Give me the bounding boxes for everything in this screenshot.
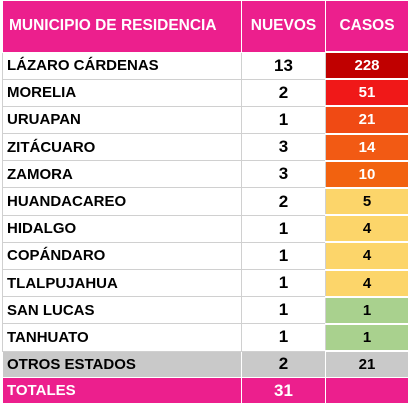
casos-cell: 51 (325, 78, 409, 108)
table-row: COPÁNDARO 1 4 (2, 241, 409, 271)
table-row: LÁZARO CÁRDENAS 13 228 (2, 50, 409, 81)
totales-casos-cell (325, 377, 409, 405)
totales-nuevos-cell: 31 (241, 377, 326, 405)
header-casos: CASOS (325, 0, 409, 53)
casos-cell: 228 (325, 50, 409, 81)
municipio-cell: URUAPAN (2, 106, 242, 135)
nuevos-cell: 3 (241, 133, 326, 162)
municipio-cell: HUANDACAREO (2, 187, 242, 216)
municipio-cell: SAN LUCAS (2, 296, 242, 325)
otros-nuevos-cell: 2 (241, 350, 326, 379)
table-body: LÁZARO CÁRDENAS 13 228 MORELIA 2 51 URUAPAN 1 21… (2, 50, 409, 405)
cases-by-municipality-table: MUNICIPIO DE RESIDENCIA NUEVOS CASOS LÁZ… (2, 0, 409, 405)
nuevos-cell: 2 (241, 79, 326, 107)
table-row: SAN LUCAS 1 1 (2, 295, 409, 325)
nuevos-cell: 1 (241, 242, 326, 271)
municipio-cell: HIDALGO (2, 215, 242, 243)
municipio-cell: MORELIA (2, 79, 242, 107)
nuevos-cell: 1 (241, 106, 326, 135)
nuevos-cell: 1 (241, 296, 326, 325)
table-row: HUANDACAREO 2 5 (2, 186, 409, 217)
nuevos-cell: 3 (241, 160, 326, 189)
nuevos-cell: 13 (241, 52, 326, 80)
nuevos-cell: 1 (241, 323, 326, 352)
casos-cell: 14 (325, 132, 409, 162)
municipio-cell: COPÁNDARO (2, 242, 242, 271)
totales-municipio-cell: TOTALES (2, 377, 242, 405)
nuevos-cell: 2 (241, 187, 326, 216)
otros-municipio-cell: OTROS ESTADOS (2, 350, 242, 379)
otros-casos-cell: 21 (325, 350, 409, 379)
table-row: URUAPAN 1 21 (2, 105, 409, 135)
casos-cell: 10 (325, 159, 409, 189)
municipio-cell: ZAMORA (2, 160, 242, 189)
table-row: ZITÁCUARO 3 14 (2, 132, 409, 162)
header-nuevos: NUEVOS (241, 0, 326, 53)
nuevos-cell: 1 (241, 269, 326, 298)
table-row: HIDALGO 1 4 (2, 214, 409, 244)
municipio-cell: TANHUATO (2, 323, 242, 352)
table-row: TLALPUJAHUA 1 4 (2, 268, 409, 298)
casos-cell: 4 (325, 214, 409, 244)
casos-cell: 1 (325, 322, 409, 353)
table-row: TANHUATO 1 1 (2, 322, 409, 353)
casos-cell: 1 (325, 295, 409, 325)
municipio-cell: LÁZARO CÁRDENAS (2, 52, 242, 80)
casos-cell: 4 (325, 268, 409, 298)
nuevos-cell: 1 (241, 215, 326, 243)
casos-cell: 21 (325, 105, 409, 135)
header-municipio: MUNICIPIO DE RESIDENCIA (2, 0, 242, 53)
table-header-row: MUNICIPIO DE RESIDENCIA NUEVOS CASOS (2, 0, 409, 53)
casos-cell: 5 (325, 186, 409, 217)
otros-estados-row: OTROS ESTADOS 2 21 (2, 350, 409, 379)
municipio-cell: ZITÁCUARO (2, 133, 242, 162)
table-row: MORELIA 2 51 (2, 78, 409, 108)
table-row: ZAMORA 3 10 (2, 159, 409, 189)
totales-row: TOTALES 31 (2, 377, 409, 405)
municipio-cell: TLALPUJAHUA (2, 269, 242, 298)
casos-cell: 4 (325, 241, 409, 271)
